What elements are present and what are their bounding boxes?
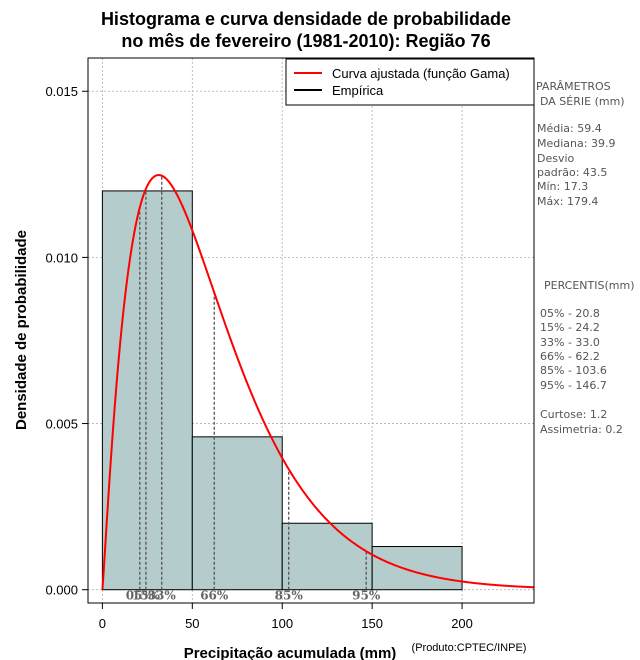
histogram-bar-2 — [281, 522, 373, 591]
histogram-bar-0 — [101, 190, 193, 591]
histogram-bar-1 — [191, 436, 283, 591]
stat-skewness: Assimetria: 0.2 — [540, 423, 623, 436]
percentile-label-85%: 85% — [275, 589, 304, 603]
chart-title-line1: Histograma e curva densidade de probabil… — [101, 9, 511, 29]
percentile-markers: 05%15%33% 66% 85% 95% — [126, 175, 381, 603]
param-min: Mín: 17.3 — [537, 180, 588, 193]
x-tick-label-3: 150 — [361, 616, 383, 631]
param-median: Mediana: 39.9 — [537, 137, 615, 150]
pct-95: 95% - 146.7 — [540, 379, 607, 392]
side-panel: PARÂMETROS DA SÉRIE (mm) Média: 59.4 Med… — [536, 80, 635, 436]
gamma-curve-line — [101, 174, 535, 590]
legend-gamma-label: Curva ajustada (função Gama) — [332, 66, 510, 81]
plot-frame — [87, 57, 535, 604]
param-max: Máx: 179.4 — [537, 195, 598, 208]
percentile-label-95%: 95% — [352, 589, 381, 603]
params-title-2: DA SÉRIE (mm) — [540, 95, 625, 108]
histogram-bars — [101, 190, 463, 591]
legend-empirical-label: Empírica — [332, 83, 384, 98]
x-axis-label: Precipitação acumulada (mm) — [184, 645, 397, 660]
param-std-1: Desvio — [537, 152, 575, 165]
pct-33: 33% - 33.0 — [540, 336, 600, 349]
x-tick-label-1: 50 — [185, 616, 199, 631]
params-title-1: PARÂMETROS — [536, 80, 611, 93]
percentile-label-33%: 33% — [148, 589, 177, 603]
y-axis-label: Densidade de probabilidade — [13, 230, 30, 430]
y-tick-label-2: 0.010 — [45, 250, 78, 265]
x-tick-label-4: 200 — [451, 616, 473, 631]
percentile-label-15%: 15% — [132, 589, 161, 603]
param-std-2: padrão: 43.5 — [537, 166, 607, 179]
histogram-bar-3 — [371, 546, 463, 591]
pct-05: 05% - 20.8 — [540, 307, 600, 320]
param-mean: Média: 59.4 — [537, 122, 602, 135]
percentile-label-66%: 66% — [200, 589, 229, 603]
y-tick-label-1: 0.005 — [45, 417, 78, 432]
gamma-curve — [101, 174, 535, 590]
axes: 0 50 100 150 200 0.000 0.005 0.010 0.015 — [45, 84, 472, 631]
pct-15: 15% - 24.2 — [540, 321, 600, 334]
pct-85: 85% - 103.6 — [540, 364, 607, 377]
legend: Curva ajustada (função Gama) Empírica — [285, 58, 535, 106]
product-credit: (Produto:CPTEC/INPE) — [412, 642, 527, 654]
y-tick-label-3: 0.015 — [45, 84, 78, 99]
x-tick-label-0: 0 — [99, 616, 106, 631]
y-tick-label-0: 0.000 — [45, 583, 78, 598]
chart-title-line2: no mês de fevereiro (1981-2010): Região … — [121, 31, 490, 51]
pct-66: 66% - 62.2 — [540, 350, 600, 363]
stat-kurtosis: Curtose: 1.2 — [540, 408, 607, 421]
percentile-label-05%: 05% — [126, 589, 155, 603]
x-tick-label-2: 100 — [271, 616, 293, 631]
legend-box — [285, 58, 535, 106]
percentiles-title: PERCENTIS(mm) — [544, 279, 635, 292]
